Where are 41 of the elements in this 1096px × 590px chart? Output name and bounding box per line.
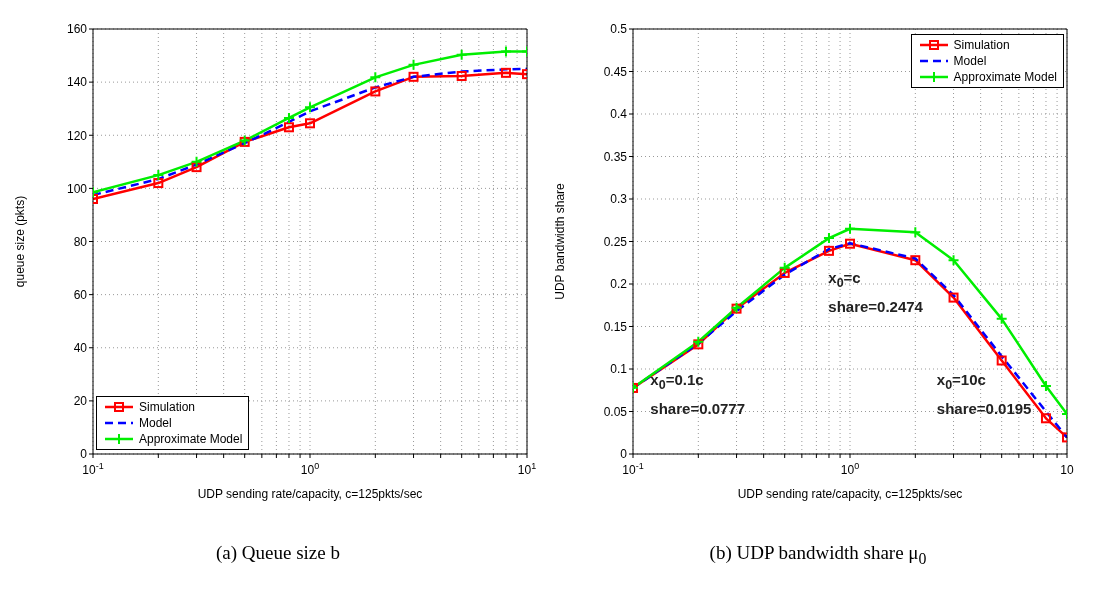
y-tick-label: 100 — [66, 181, 88, 196]
x-tick-label: 10$^{-1}$ — [622, 461, 644, 477]
y-axis-title: UDP bandwidth share — [553, 182, 568, 300]
x-tick-label: 10$^{-1}$ — [82, 461, 104, 477]
y-tick-label: 40 — [73, 341, 88, 356]
x-tick-label: 10 — [1060, 463, 1074, 477]
legend-label: Simulation — [139, 400, 196, 414]
y-tick-label: 80 — [73, 234, 88, 249]
y-tick-label: 0.05 — [603, 404, 628, 419]
y-tick-label: 0 — [620, 447, 628, 462]
y-tick-label: 0.2 — [610, 277, 628, 292]
y-tick-label: 0.3 — [610, 192, 628, 207]
y-tick-label: 0.15 — [603, 319, 628, 334]
x-tick-label: 10$^{0}$ — [840, 461, 860, 477]
x-tick-label: 10$^{1}$ — [517, 461, 537, 477]
y-tick-label: 0.35 — [603, 149, 628, 164]
legend-label: Simulation — [953, 38, 1010, 52]
x-tick-label: 10$^{0}$ — [300, 461, 320, 477]
y-tick-label: 60 — [73, 287, 88, 302]
text: (a) Queue size b — [215, 542, 341, 564]
legend-label: Approximate Model — [953, 70, 1057, 84]
y-tick-label: 0.1 — [610, 362, 628, 377]
legend-label: Model — [139, 416, 172, 430]
x-axis-title: UDP sending rate/capacity, c=125pkts/sec — [737, 487, 963, 501]
annotation: x$_{0}$=0.1c share=0.0777 — [650, 370, 746, 419]
y-tick-label: 160 — [66, 22, 88, 37]
annotation: x$_{0}$=c share=0.2474 — [828, 268, 923, 317]
y-tick-label: 20 — [73, 394, 88, 409]
y-tick-label: 0.25 — [603, 234, 628, 249]
y-tick-label: 140 — [66, 75, 88, 90]
legend-label: Approximate Model — [139, 432, 243, 446]
annotation: x$_{0}$=10c share=0.0195 — [936, 370, 1032, 419]
legend-label: Model — [953, 54, 987, 68]
x-axis-title: UDP sending rate/capacity, c=125pkts/sec — [197, 487, 423, 501]
y-tick-label: 0.5 — [610, 22, 628, 37]
y-tick-label: 0.4 — [610, 107, 628, 122]
y-axis-title: queue size (pkts) — [13, 195, 28, 288]
y-tick-label: 120 — [66, 128, 88, 143]
y-tick-label: 0.45 — [603, 64, 628, 79]
y-tick-label: 0 — [80, 447, 88, 462]
text: (b) UDP bandwidth share μ$_{0}$ — [708, 542, 928, 568]
